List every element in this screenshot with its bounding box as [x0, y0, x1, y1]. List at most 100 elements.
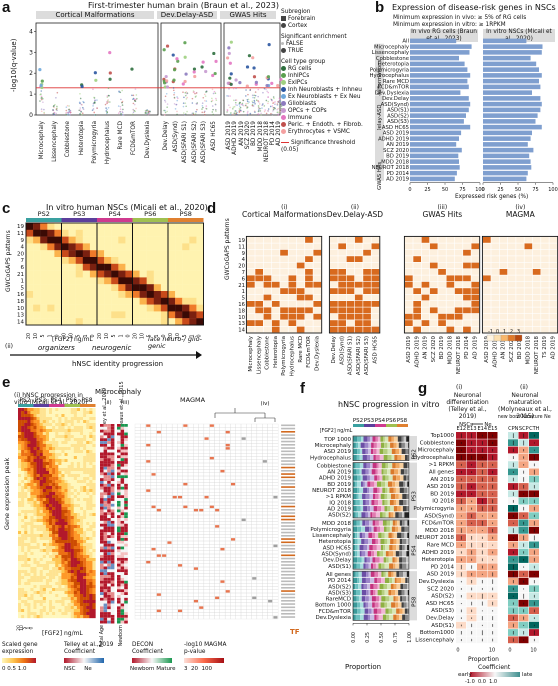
magma-hit [205, 496, 209, 498]
expression-cell [18, 465, 21, 468]
enrichment-cell [447, 314, 455, 320]
enrichment-cell [305, 307, 313, 313]
expression-cell [92, 408, 95, 411]
magma-gridcell [246, 528, 251, 531]
magma-gridcell [177, 434, 182, 437]
expression-cell [92, 609, 95, 612]
expression-cell [27, 531, 30, 534]
expression-cell [24, 546, 27, 549]
magma-gridcell [241, 535, 246, 538]
telley-cell [104, 609, 108, 612]
expression-cell [34, 480, 37, 483]
data-point [272, 110, 274, 112]
expression-cell [30, 615, 33, 618]
expression-cell [21, 615, 24, 618]
magma-gridcell [209, 528, 214, 531]
magma-gridcell [262, 505, 267, 508]
decon-cell [121, 595, 125, 598]
expression-cell [61, 546, 64, 549]
decon-cell [117, 592, 121, 595]
expression-cell [80, 492, 83, 495]
expression-cell [71, 414, 74, 417]
magma-gridcell [140, 440, 145, 443]
magma-gridcell [246, 450, 251, 453]
magma-gridcell [209, 440, 214, 443]
decon-cell [124, 535, 128, 538]
enrichment-cell [491, 256, 499, 262]
telley-cell [107, 527, 111, 530]
heat-cell [104, 318, 111, 325]
expression-cell [83, 537, 86, 540]
heat-cell [40, 250, 47, 257]
telley-cell [100, 575, 104, 578]
telley-cell [100, 586, 104, 589]
decon-cell [121, 478, 125, 481]
magma-gridcell [183, 512, 188, 515]
expression-cell [24, 411, 27, 414]
telley-cell [100, 564, 104, 567]
expression-cell [34, 441, 37, 444]
enrichment-cell [508, 282, 516, 288]
telley-cell [107, 615, 111, 618]
expression-cell [46, 537, 49, 540]
magma-gridcell [188, 457, 193, 460]
telley-cell [104, 507, 108, 510]
expression-cell [46, 408, 49, 411]
heat-cell [69, 271, 76, 278]
expression-cell [18, 420, 21, 423]
enrichment-cell [355, 256, 363, 262]
telley-cell [107, 430, 111, 433]
magma-gridcell [199, 512, 204, 515]
magma-gridcell [230, 427, 235, 430]
enrichment-cell [455, 243, 463, 249]
decon-cell [121, 549, 125, 552]
magma-gridcell [268, 470, 273, 473]
telley-cell [107, 612, 111, 615]
data-point [134, 104, 136, 106]
telley-cell [104, 455, 108, 458]
heat-cell [54, 311, 61, 318]
expression-cell [46, 594, 49, 597]
enrichment-cell [533, 243, 541, 249]
enrichment-cell [500, 243, 508, 249]
heat-cell [26, 237, 33, 244]
expression-cell [92, 495, 95, 498]
fgf-tick: 20 [97, 333, 103, 339]
telley-cell [100, 438, 104, 441]
expression-cell [55, 459, 58, 462]
expression-cell [46, 582, 49, 585]
telley-cell [104, 575, 108, 578]
expression-cell [43, 531, 46, 534]
panel-c-ylabel: GWCoGAPS patterns [5, 230, 13, 292]
expression-cell [68, 546, 71, 549]
decon-cell [124, 504, 128, 507]
data-point [106, 109, 108, 111]
enrichment-cell [422, 327, 430, 333]
enrichment-cell [413, 327, 421, 333]
enrichment-cell [289, 250, 297, 256]
expression-cell [30, 606, 33, 609]
magma-gridcell [230, 489, 235, 492]
expression-cell [24, 501, 27, 504]
telley-cell [111, 567, 115, 570]
magma-gridcell [135, 437, 140, 440]
magma-gridcell [236, 486, 241, 489]
decon-cell [121, 481, 125, 484]
magma-gridcell [199, 453, 204, 456]
magma-gridcell [225, 499, 230, 502]
heat-cell [104, 305, 111, 312]
expression-cell [58, 540, 61, 543]
magma-gridcell [262, 522, 267, 525]
expression-cell [27, 600, 30, 603]
decon-cell [117, 484, 121, 487]
expression-cell [92, 519, 95, 522]
magma-gridcell [220, 463, 225, 466]
expression-cell [55, 429, 58, 432]
telley-cell [111, 558, 115, 561]
data-point [174, 97, 176, 99]
heat-cell [54, 223, 61, 230]
data-point [65, 110, 67, 112]
expression-cell [68, 534, 71, 537]
magma-gridcell [151, 470, 156, 473]
magma-gridcell [236, 453, 241, 456]
